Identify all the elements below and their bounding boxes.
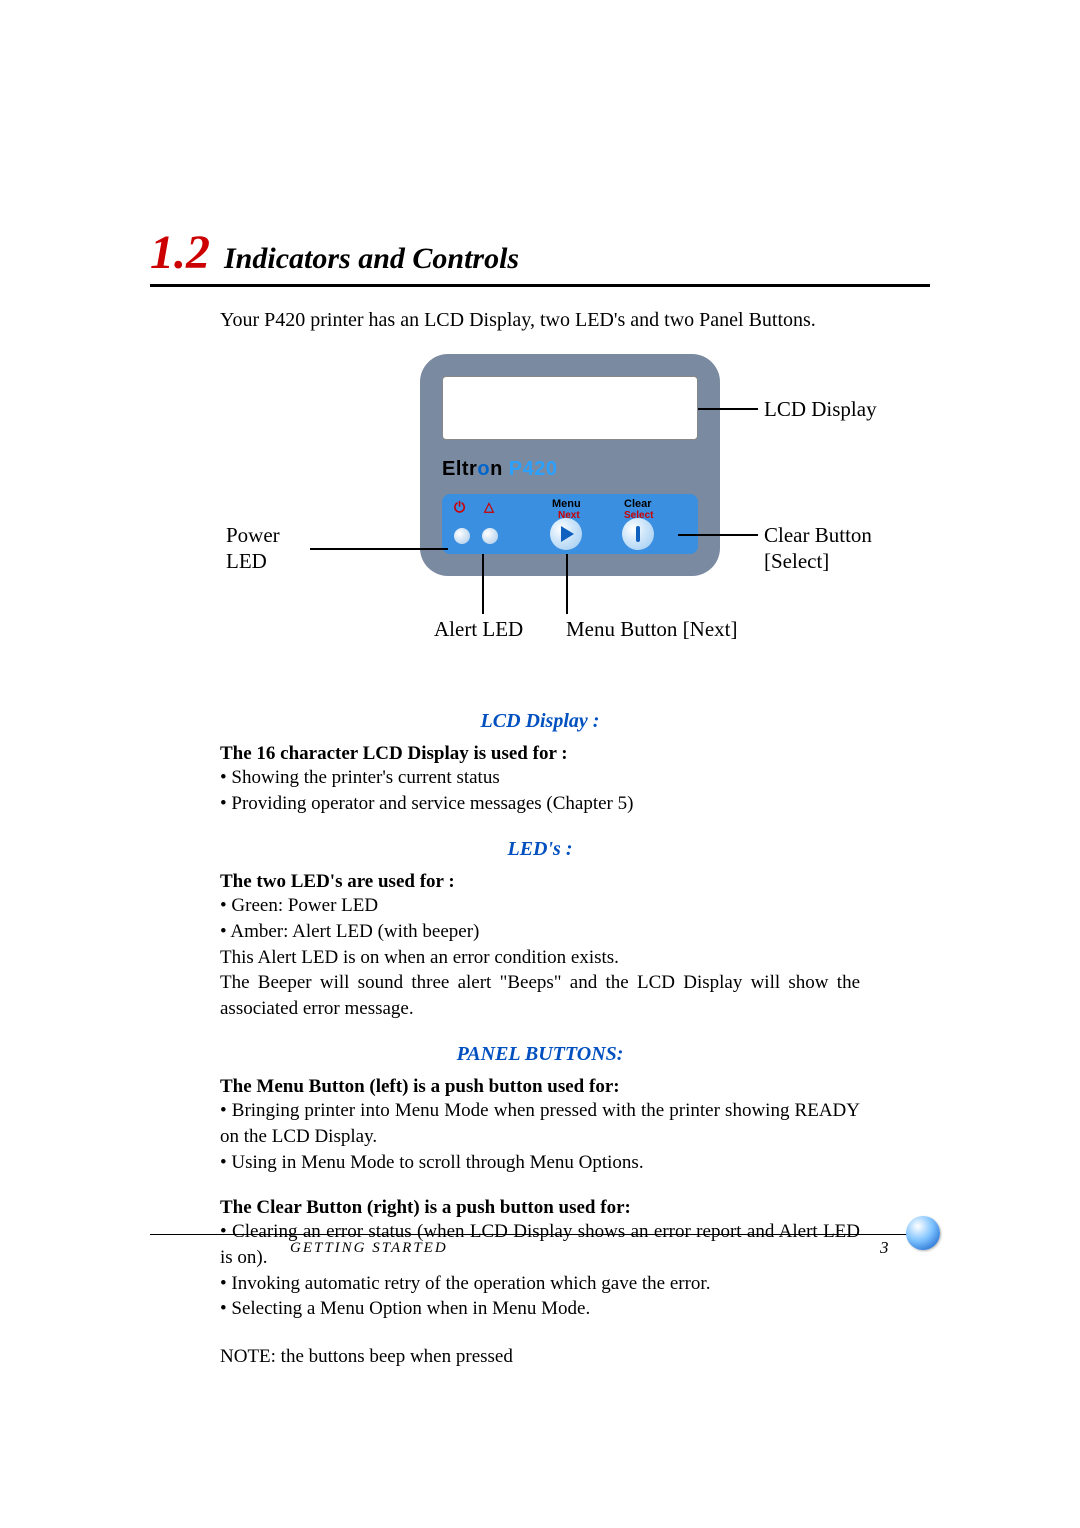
subheading-leds: LED's : xyxy=(220,838,860,861)
footer-orb-icon xyxy=(906,1216,940,1250)
clear-button[interactable] xyxy=(622,518,654,550)
lcd-bold: The 16 character LCD Display is used for… xyxy=(220,743,860,765)
clear-label: Clear xyxy=(624,498,652,510)
callout-power-led: Power LED xyxy=(226,522,280,575)
printer-diagram: EltronP420 ⏻ △ Menu Next Clear Select LC… xyxy=(150,354,930,694)
callout-menu-btn: Menu Button [Next] xyxy=(566,616,737,642)
buttons-note: NOTE: the buttons beep when pressed xyxy=(220,1344,860,1370)
power-led xyxy=(454,528,470,544)
footer-page: 3 xyxy=(880,1238,889,1258)
footer-section: GETTING STARTED xyxy=(290,1240,448,1257)
leds-bold: The two LED's are used for : xyxy=(220,871,860,893)
brand-logo: EltronP420 xyxy=(442,458,558,481)
clear-btn-bold: The Clear Button (right) is a push butto… xyxy=(220,1197,860,1219)
control-strip: ⏻ △ Menu Next Clear Select xyxy=(442,494,698,554)
subheading-buttons: PANEL BUTTONS: xyxy=(220,1043,860,1066)
callout-clear: Clear Button [Select] xyxy=(764,522,872,575)
intro-text: Your P420 printer has an LCD Display, tw… xyxy=(220,307,930,334)
section-heading: 1.2 Indicators and Controls xyxy=(150,225,930,280)
callout-alert-led: Alert LED xyxy=(434,616,523,642)
section-number: 1.2 xyxy=(150,225,210,280)
footer-rule xyxy=(150,1234,930,1235)
callout-lcd: LCD Display xyxy=(764,396,877,422)
printer-panel: EltronP420 ⏻ △ Menu Next Clear Select xyxy=(420,354,720,576)
leds-list: Green: Power LED Amber: Alert LED (with … xyxy=(220,893,860,944)
leds-para2: The Beeper will sound three alert "Beeps… xyxy=(220,970,860,1021)
power-icon: ⏻ xyxy=(454,499,465,516)
alert-icon: △ xyxy=(484,499,494,515)
menu-btn-list: Bringing printer into Menu Mode when pre… xyxy=(220,1098,860,1175)
alert-led xyxy=(482,528,498,544)
leds-para1: This Alert LED is on when an error condi… xyxy=(220,945,860,971)
lcd-display xyxy=(442,376,698,440)
lcd-list: Showing the printer's current status Pro… xyxy=(220,765,860,816)
section-title: Indicators and Controls xyxy=(224,242,519,276)
subheading-lcd: LCD Display : xyxy=(220,710,860,733)
heading-rule xyxy=(150,284,930,287)
menu-label: Menu xyxy=(552,498,581,510)
menu-btn-bold: The Menu Button (left) is a push button … xyxy=(220,1076,860,1098)
menu-button[interactable] xyxy=(550,518,582,550)
